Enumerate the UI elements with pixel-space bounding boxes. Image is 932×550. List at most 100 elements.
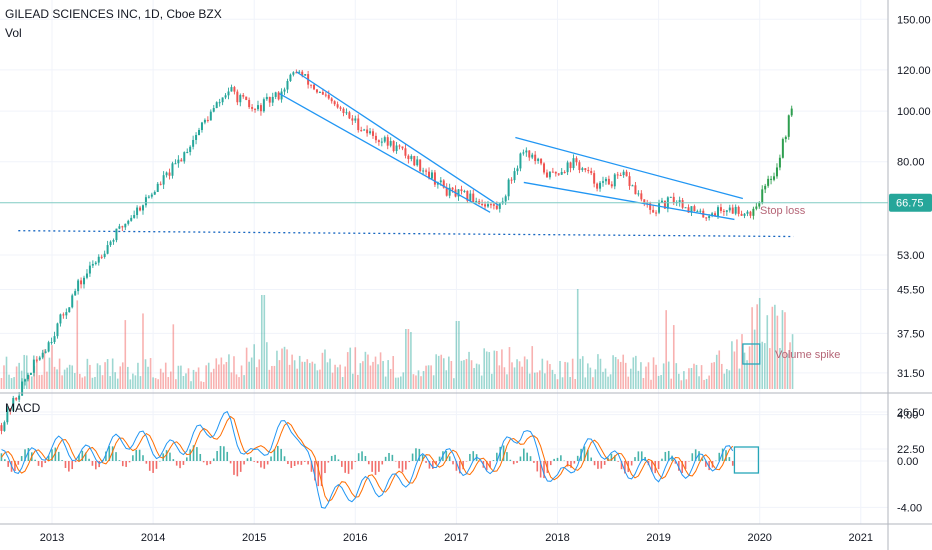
volume-bar bbox=[372, 361, 374, 389]
volume-bar bbox=[450, 360, 453, 389]
price-candle-body bbox=[663, 200, 666, 209]
volume-spike-box[interactable] bbox=[742, 343, 761, 365]
volume-bar bbox=[698, 376, 700, 389]
volume-bar bbox=[76, 300, 79, 389]
volume-bar bbox=[506, 374, 508, 389]
volume-bar bbox=[473, 368, 475, 389]
stop-loss-line[interactable] bbox=[18, 230, 794, 238]
price-candle-body bbox=[345, 112, 348, 114]
volume-bar bbox=[662, 363, 665, 389]
macd-histogram-bar bbox=[371, 461, 373, 472]
price-candle-body bbox=[775, 167, 778, 177]
price-tick-label: 53.00 bbox=[897, 250, 925, 262]
price-candle-body bbox=[354, 118, 357, 121]
macd-histogram-bar bbox=[51, 449, 53, 461]
price-candle-body bbox=[68, 307, 71, 313]
macd-histogram-bar bbox=[98, 461, 100, 468]
time-axis[interactable]: 2013 2014 2015 2016 2017 2018 2019 2020 2021 bbox=[40, 532, 873, 544]
volume-bar bbox=[46, 371, 48, 389]
volume-bar bbox=[609, 374, 612, 389]
stop-loss-label[interactable]: Stop loss bbox=[760, 205, 806, 217]
wedge-upper-line[interactable] bbox=[515, 136, 744, 200]
drawings[interactable] bbox=[18, 71, 794, 474]
volume-bar bbox=[215, 358, 218, 389]
volume-bar bbox=[334, 364, 336, 389]
price-candle-body bbox=[236, 91, 239, 103]
volume-bar bbox=[230, 372, 233, 389]
volume-bar bbox=[738, 368, 741, 389]
volume-label[interactable]: Vol bbox=[5, 26, 22, 40]
volume-spike-label[interactable]: Volume spike bbox=[775, 349, 840, 361]
macd-histogram-bar bbox=[549, 461, 552, 466]
volume-bar bbox=[253, 344, 255, 389]
volume-bar bbox=[314, 363, 316, 389]
macd-histogram-bar bbox=[367, 461, 370, 465]
volume-bar bbox=[670, 378, 673, 389]
channel-lower-line[interactable] bbox=[279, 93, 491, 213]
volume-bar bbox=[551, 369, 554, 389]
price-candle-body bbox=[321, 92, 324, 95]
volume-bar bbox=[311, 361, 314, 389]
macd-histogram-bar bbox=[334, 454, 336, 461]
price-candle-body bbox=[678, 200, 681, 203]
volume-bar bbox=[589, 367, 592, 389]
price-axis[interactable]: 150.00 120.00 100.00 80.00 53.00 45.50 37.50 31… bbox=[897, 14, 931, 456]
macd-histogram-bar bbox=[469, 453, 471, 461]
year-tick-label: 2018 bbox=[545, 532, 569, 544]
channel-upper-line[interactable] bbox=[295, 71, 499, 206]
price-candle-body bbox=[369, 131, 372, 134]
wedge-lower-line[interactable] bbox=[523, 181, 735, 221]
macd-histogram-bar bbox=[452, 461, 454, 465]
macd-histogram-bar bbox=[320, 461, 323, 487]
volume-bar bbox=[339, 364, 341, 389]
macd-histogram-bar bbox=[590, 457, 592, 461]
symbol-title[interactable]: GILEAD SCIENCES INC, 1D, Cboe BZX bbox=[5, 7, 222, 21]
macd-histogram-bar bbox=[573, 461, 576, 464]
volume-bar bbox=[389, 368, 392, 389]
macd-histogram-bar bbox=[263, 461, 266, 469]
macd-label[interactable]: MACD bbox=[5, 401, 41, 415]
price-candle-body bbox=[168, 172, 171, 176]
price-candle-body bbox=[159, 183, 162, 185]
volume-bar bbox=[458, 321, 460, 389]
macd-cross-box[interactable] bbox=[733, 446, 760, 474]
macd-axis[interactable]: 4.00 0.00 -4.00 bbox=[897, 410, 922, 515]
volume-bar bbox=[410, 332, 412, 389]
price-candle-body bbox=[177, 159, 180, 164]
volume-bar bbox=[422, 371, 425, 389]
volume-bar bbox=[574, 379, 576, 389]
price-candle-body bbox=[649, 203, 652, 210]
volume-bar bbox=[501, 349, 503, 389]
price-candle-body bbox=[581, 168, 584, 171]
volume-bar bbox=[271, 365, 273, 389]
macd-histogram-bar bbox=[135, 449, 138, 461]
price-candle-body bbox=[737, 206, 740, 214]
price-candle-body bbox=[380, 141, 383, 143]
volume-bar bbox=[723, 373, 726, 389]
volume-bar bbox=[210, 372, 213, 389]
macd-histogram-bar bbox=[506, 452, 508, 461]
volume-bar bbox=[336, 367, 339, 389]
macd-histogram-bar bbox=[354, 461, 357, 462]
volume-bar bbox=[448, 356, 450, 389]
volume-bar bbox=[109, 376, 111, 389]
volume-bar bbox=[91, 377, 94, 389]
macd-histogram-bar bbox=[613, 455, 616, 461]
volume-bar bbox=[695, 364, 698, 389]
price-candle-body bbox=[259, 105, 262, 112]
price-candle-body bbox=[339, 107, 342, 109]
price-candle-body bbox=[74, 291, 77, 296]
macd-histogram-bar bbox=[597, 461, 599, 469]
volume-bar bbox=[144, 359, 147, 389]
volume-bar bbox=[172, 324, 175, 389]
volume-bar bbox=[594, 369, 597, 389]
macd-histogram-bar bbox=[411, 453, 414, 461]
volume-bar bbox=[399, 376, 402, 389]
price-candle-body bbox=[740, 213, 743, 216]
price-candle-body bbox=[183, 152, 186, 162]
volume-bar bbox=[602, 371, 604, 389]
macd-histogram-bar bbox=[280, 448, 282, 461]
macd-histogram-bar bbox=[492, 460, 495, 461]
macd-histogram-bar bbox=[455, 461, 458, 471]
